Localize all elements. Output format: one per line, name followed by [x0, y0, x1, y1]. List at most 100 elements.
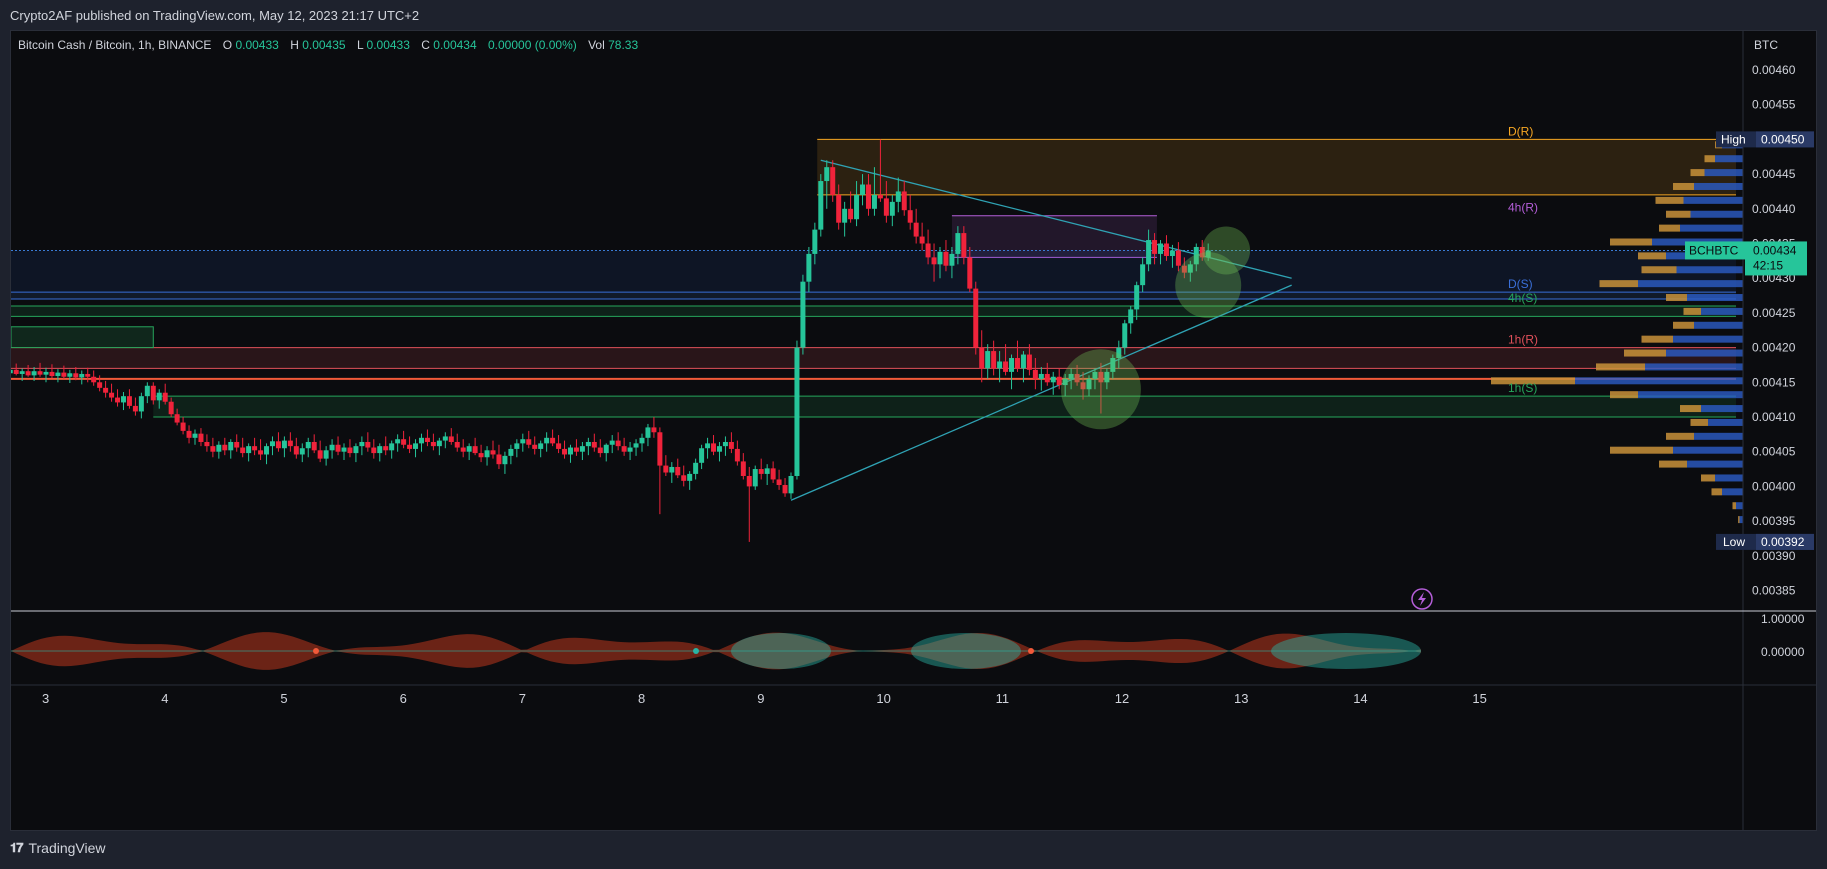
- candle-body-15: [91, 376, 97, 383]
- candle-body-164: [979, 347, 985, 369]
- candle-body-92: [550, 437, 556, 444]
- candle-body-165: [985, 351, 991, 369]
- candle-body-144: [860, 184, 866, 195]
- candle-body-192: [1146, 240, 1152, 265]
- vp-bull-15: [1666, 349, 1743, 357]
- high-marker: High 0.00450: [1716, 131, 1814, 148]
- candle-body-140: [836, 194, 842, 223]
- candle-body-184: [1098, 371, 1104, 383]
- candle-body-194: [1158, 243, 1164, 254]
- vp-bull-22: [1673, 446, 1743, 454]
- vp-bull-6: [1680, 224, 1743, 232]
- current-price-marker: BCHBTC 0.00434 42:15: [1685, 241, 1807, 276]
- candle-body-64: [383, 446, 389, 451]
- candle-body-132: [788, 475, 794, 494]
- candle-body-137: [818, 181, 824, 230]
- candle-body-142: [848, 208, 854, 220]
- vp-bear-17: [1491, 377, 1575, 385]
- candle-body-147: [877, 194, 883, 199]
- candle-body-99: [591, 441, 597, 448]
- candle-body-149: [889, 201, 895, 216]
- candle-body-74: [442, 436, 448, 441]
- candle-body-105: [627, 447, 633, 452]
- candle-body-31: [186, 430, 192, 438]
- vp-bull-23: [1687, 460, 1743, 468]
- candle-body-139: [830, 167, 836, 195]
- candle-body-168: [1003, 361, 1009, 372]
- price-chart[interactable]: D(R) 4h(R) D(S)4h(S) 1h(R) 1h(S) BTC 0.00385…: [11, 31, 1817, 831]
- candle-body-57: [341, 447, 347, 452]
- time-axis-ticks[interactable]: 3 4 5 6 7 8 9 10 11 12 13 14 15: [42, 691, 1487, 706]
- candle-body-111: [663, 465, 669, 473]
- vp-bear-22: [1610, 446, 1673, 454]
- level-label-4: 1h(R): [1508, 333, 1538, 347]
- vp-bull-4: [1683, 196, 1743, 204]
- candle-body-61: [365, 441, 371, 448]
- vp-bull-24: [1715, 474, 1743, 482]
- vp-bear-6: [1659, 224, 1680, 232]
- candle-body-35: [210, 446, 216, 452]
- candle-body-17: [103, 387, 109, 393]
- oscillator-pane: [11, 632, 1421, 670]
- candle-body-26: [156, 392, 162, 401]
- vp-bull-16: [1645, 363, 1743, 371]
- candle-body-42: [252, 446, 258, 451]
- candle-body-193: [1152, 240, 1158, 254]
- candle-body-23: [138, 396, 144, 412]
- candle-body-96: [573, 447, 579, 452]
- candle-body-49: [293, 446, 299, 455]
- candle-body-63: [377, 446, 383, 454]
- candle-body-81: [484, 450, 490, 458]
- candle-body-7: [43, 371, 49, 375]
- vp-bull-13: [1694, 321, 1743, 329]
- zone-4: [11, 347, 1736, 369]
- candle-body-73: [436, 440, 442, 447]
- price-tick-11: 0.00440: [1752, 202, 1796, 216]
- vp-bear-21: [1666, 432, 1694, 440]
- price-axis-background[interactable]: [1743, 31, 1817, 831]
- candle-body-29: [174, 414, 180, 423]
- level-labels: D(R) 4h(R) D(S)4h(S) 1h(R) 1h(S): [1508, 124, 1538, 395]
- candle-body-122: [728, 441, 734, 449]
- osc-dot-2: [1028, 648, 1034, 654]
- candle-body-154: [919, 236, 925, 244]
- candle-body-103: [615, 440, 621, 447]
- osc-dot-0: [313, 648, 319, 654]
- candle-body-157: [937, 251, 943, 265]
- time-tick-8: 11: [996, 691, 1010, 706]
- candle-body-114: [681, 475, 687, 481]
- highlight-circle-2: [1202, 226, 1251, 275]
- vp-bull-19: [1701, 405, 1743, 413]
- chart-frame[interactable]: D(R) 4h(R) D(S) 4h(S) 1h(R) 1h(S) BTC 0.00385…: [10, 30, 1817, 831]
- level-label-5: 1h(S): [1508, 381, 1537, 395]
- candle-body-202: [1205, 250, 1211, 258]
- candle-body-118: [705, 443, 711, 449]
- candle-body-195: [1163, 243, 1169, 256]
- candle-body-40: [240, 447, 246, 454]
- candle-body-197: [1175, 250, 1181, 266]
- lightning-icon[interactable]: [1411, 588, 1433, 610]
- candle-body-186: [1110, 358, 1116, 372]
- trendline-1: [820, 159, 1292, 279]
- candle-body-33: [198, 433, 204, 442]
- candle-body-62: [371, 447, 377, 454]
- vp-bear-25: [1711, 488, 1722, 496]
- vp-bear-16: [1596, 363, 1645, 371]
- vp-bear-18: [1610, 391, 1638, 399]
- candle-body-87: [520, 439, 526, 444]
- tradingview-footer[interactable]: 𝟏𝟕 TradingView: [10, 840, 106, 856]
- candle-body-90: [538, 443, 544, 449]
- level-label-2: D(S): [1508, 277, 1533, 291]
- candle-body-113: [675, 466, 681, 476]
- candle-body-112: [669, 466, 675, 473]
- level-label-1: 4h(R): [1508, 201, 1538, 215]
- open-label: O: [223, 38, 232, 52]
- candle-body-39: [234, 441, 240, 448]
- vp-bull-14: [1673, 335, 1743, 343]
- vp-bear-4: [1655, 196, 1684, 204]
- candle-body-3: [19, 371, 25, 374]
- high-value: 0.00450: [1761, 132, 1805, 146]
- candle-body-25: [150, 385, 156, 401]
- symbol-legend[interactable]: Bitcoin Cash / Bitcoin, 1h, BINANCE O 0.…: [18, 38, 638, 52]
- candle-body-191: [1140, 264, 1146, 286]
